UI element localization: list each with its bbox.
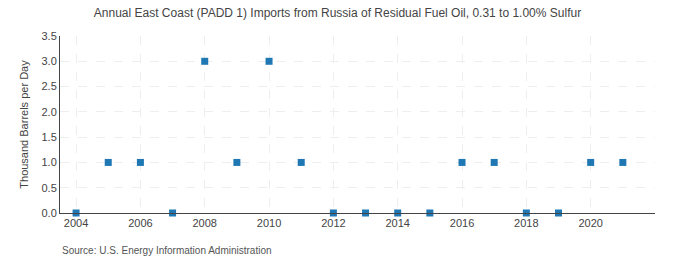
svg-text:2014: 2014	[385, 217, 409, 229]
svg-text:0.5: 0.5	[42, 182, 57, 194]
svg-text:Annual East Coast (PADD 1) Imp: Annual East Coast (PADD 1) Imports from …	[94, 6, 581, 20]
svg-text:1.5: 1.5	[42, 131, 57, 143]
svg-text:2004: 2004	[64, 217, 88, 229]
svg-text:2.5: 2.5	[42, 80, 57, 92]
svg-text:3.5: 3.5	[42, 30, 57, 42]
svg-text:2016: 2016	[450, 217, 474, 229]
svg-text:2006: 2006	[128, 217, 152, 229]
svg-text:1.0: 1.0	[42, 156, 57, 168]
svg-text:Source: U.S. Energy Informatio: Source: U.S. Energy Information Administ…	[62, 245, 272, 256]
svg-text:2010: 2010	[257, 217, 281, 229]
svg-text:2008: 2008	[192, 217, 216, 229]
svg-text:2012: 2012	[321, 217, 345, 229]
svg-text:Thousand Barrels per Day: Thousand Barrels per Day	[18, 60, 30, 189]
svg-text:2018: 2018	[514, 217, 538, 229]
svg-text:2.0: 2.0	[42, 106, 57, 118]
svg-text:2020: 2020	[578, 217, 602, 229]
svg-text:0.0: 0.0	[42, 207, 57, 219]
svg-text:3.0: 3.0	[42, 55, 57, 67]
